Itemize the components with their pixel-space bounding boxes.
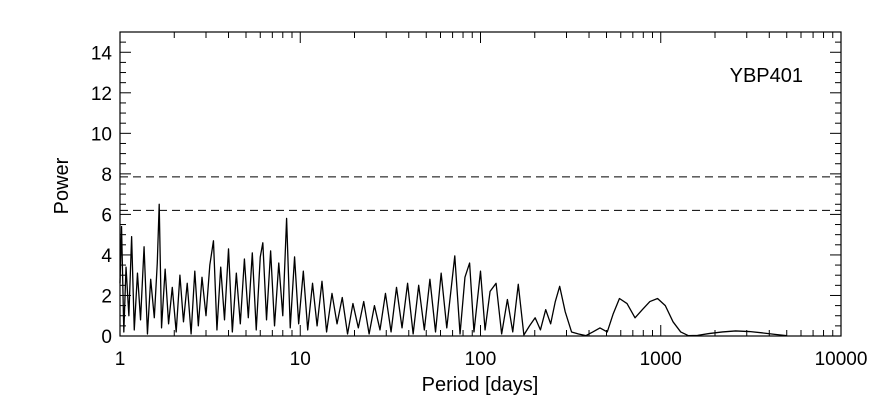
y-tick-label: 8 bbox=[101, 165, 112, 186]
x-tick-label: 100 bbox=[465, 349, 497, 370]
x-axis-title: Period [days] bbox=[422, 374, 539, 396]
x-tick-label: 10000 bbox=[815, 349, 868, 370]
x-tick-label: 1 bbox=[115, 349, 126, 370]
annotation-label: YBP401 bbox=[730, 65, 803, 87]
y-tick-label: 4 bbox=[101, 246, 112, 267]
power-series-line-1 bbox=[119, 203, 787, 337]
x-tick-label: 10 bbox=[290, 349, 311, 370]
plot-layer bbox=[119, 176, 841, 337]
y-tick-label: 0 bbox=[101, 327, 112, 348]
axis-layer: 1 10 100 1000 10000 0 2 4 6 8 10 12 14 bbox=[91, 31, 868, 370]
y-tick-label: 12 bbox=[91, 84, 112, 105]
x-tick-label: 1000 bbox=[640, 349, 682, 370]
y-axis-title: Power bbox=[51, 157, 73, 214]
y-tick-label: 6 bbox=[101, 205, 112, 226]
y-tick-label: 14 bbox=[91, 43, 113, 64]
y-tick-label: 10 bbox=[91, 124, 112, 145]
y-tick-label: 2 bbox=[101, 286, 112, 307]
